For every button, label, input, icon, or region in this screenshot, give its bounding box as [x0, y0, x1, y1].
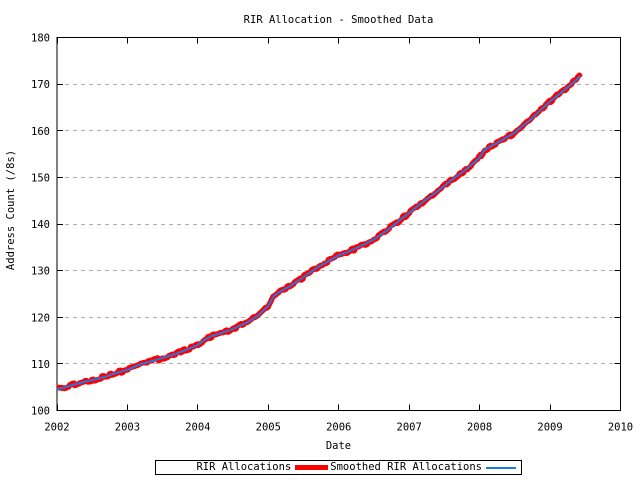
- legend: RIR Allocations Smoothed RIR Allocations: [155, 460, 522, 475]
- x-tick-label: 2005: [256, 422, 281, 434]
- x-axis-title: Date: [325, 440, 352, 452]
- y-tick-label: 130: [31, 266, 50, 278]
- series-line-rir-allocations: [55, 72, 583, 392]
- y-axis-title: Address Count (/8s): [5, 149, 17, 271]
- legend-line-sample-smoothed: [486, 466, 516, 469]
- legend-line-sample-raw: [295, 465, 329, 470]
- x-tick-label: 2006: [326, 422, 351, 434]
- y-tick-label: 180: [31, 33, 50, 45]
- x-tick-label: 2010: [608, 422, 633, 434]
- series-line-smoothed-rir-allocations: [56, 75, 582, 391]
- y-tick-label: 140: [31, 219, 50, 231]
- y-tick-label: 100: [31, 406, 50, 418]
- x-tick-label: 2008: [467, 422, 492, 434]
- x-tick-label: 2004: [185, 422, 210, 434]
- chart-title: RIR Allocation - Smoothed Data: [243, 14, 434, 26]
- y-tick-label: 160: [31, 126, 50, 138]
- x-tick-label: 2007: [397, 422, 422, 434]
- legend-label-smoothed: Smoothed RIR Allocations: [330, 461, 482, 473]
- x-tick-label: 2003: [115, 422, 140, 434]
- y-tick-label: 170: [31, 79, 50, 91]
- y-tick-label: 120: [31, 312, 50, 324]
- x-tick-label: 2009: [537, 422, 562, 434]
- y-tick-label: 110: [31, 359, 50, 371]
- y-tick-label: 150: [31, 172, 50, 184]
- legend-label-raw: RIR Allocations: [196, 461, 292, 473]
- x-tick-label: 2002: [44, 422, 69, 434]
